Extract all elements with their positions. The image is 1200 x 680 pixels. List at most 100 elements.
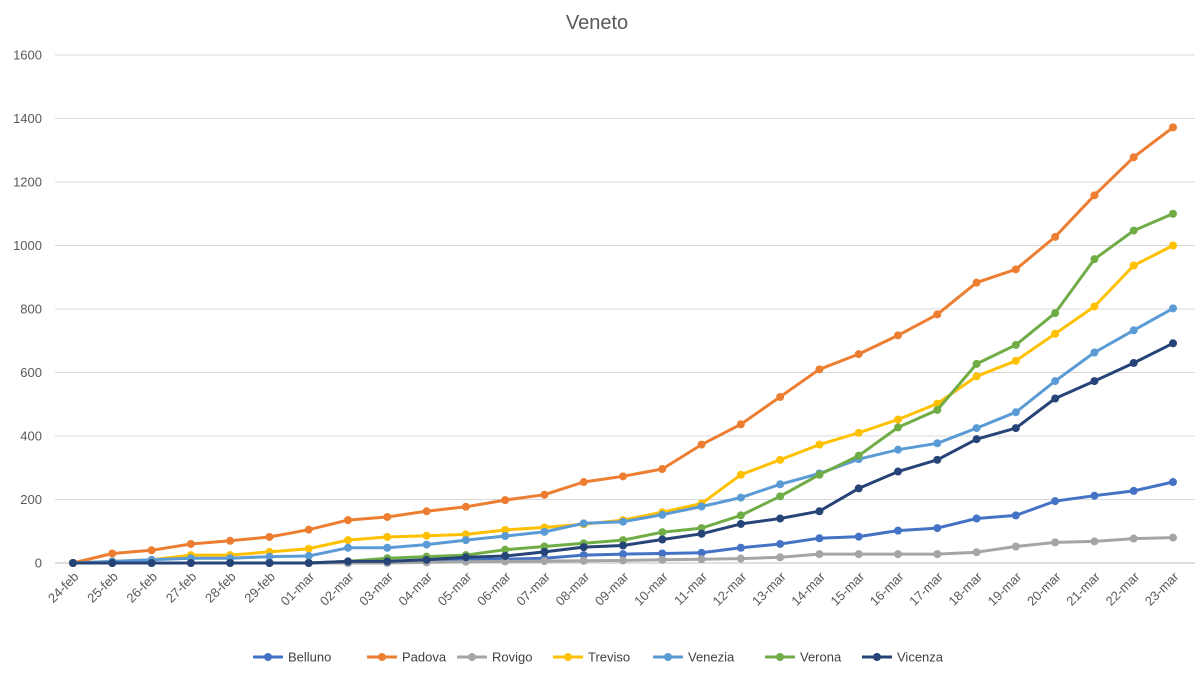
data-point <box>1051 377 1060 386</box>
data-point <box>304 525 313 534</box>
legend-item-verona[interactable]: Verona <box>765 650 842 665</box>
legend-label: Venezia <box>688 650 735 665</box>
data-point <box>1169 123 1177 132</box>
y-tick-label: 0 <box>35 556 42 571</box>
data-point <box>579 519 588 528</box>
data-point <box>1051 394 1060 403</box>
data-point <box>1090 191 1099 200</box>
data-point <box>1129 261 1138 270</box>
legend-label: Verona <box>800 650 842 665</box>
data-point <box>108 549 117 558</box>
legend-marker <box>564 653 572 661</box>
data-point <box>776 480 785 489</box>
data-point <box>736 470 745 479</box>
legend-marker <box>776 653 784 661</box>
x-tick-label: 21-mar <box>1063 568 1103 608</box>
data-point <box>501 525 510 534</box>
legend-item-venezia[interactable]: Venezia <box>653 650 735 665</box>
legend-item-padova[interactable]: Padova <box>367 650 447 665</box>
y-tick-label: 1400 <box>13 111 42 126</box>
x-tick-label: 11-mar <box>671 568 711 608</box>
data-point <box>186 559 195 567</box>
x-tick-label: 03-mar <box>356 568 396 608</box>
data-point <box>422 540 431 549</box>
x-tick-label: 05-mar <box>435 568 475 608</box>
legend: Belluno Padova Rovigo Treviso Venezia Verona V… <box>253 650 944 665</box>
data-point <box>1090 491 1099 500</box>
x-tick-label: 13-mar <box>749 568 789 608</box>
data-point <box>658 535 667 544</box>
series-padova <box>69 123 1177 567</box>
data-point <box>619 517 627 526</box>
data-point <box>422 555 431 564</box>
data-point <box>697 548 706 557</box>
data-point <box>108 559 117 567</box>
data-point <box>383 543 392 552</box>
legend-label: Rovigo <box>492 650 532 665</box>
data-point <box>501 545 510 554</box>
data-point <box>736 511 745 520</box>
data-point <box>697 502 706 511</box>
data-point <box>815 440 824 449</box>
series-line <box>71 212 1175 565</box>
x-tick-label: 07-mar <box>513 568 553 608</box>
x-tick-label: 10-mar <box>631 568 671 608</box>
data-point <box>540 490 549 499</box>
y-tick-label: 1200 <box>13 175 42 190</box>
legend-marker <box>468 653 476 661</box>
data-point <box>186 539 195 548</box>
series-vicenza <box>69 339 1177 567</box>
data-point <box>147 559 156 567</box>
data-point <box>383 532 392 541</box>
legend-item-belluno[interactable]: Belluno <box>253 650 331 665</box>
data-point <box>972 278 981 287</box>
data-point <box>854 532 863 541</box>
data-point <box>972 359 981 368</box>
legend-item-vicenza[interactable]: Vicenza <box>862 650 944 665</box>
data-point <box>933 405 942 414</box>
legend-label: Padova <box>402 650 447 665</box>
data-point <box>776 514 785 523</box>
y-tick-label: 400 <box>20 429 42 444</box>
data-point <box>1051 497 1060 506</box>
x-tick-label: 20-mar <box>1024 568 1064 608</box>
legend-item-treviso[interactable]: Treviso <box>553 650 630 665</box>
data-point <box>461 536 470 545</box>
data-point <box>619 541 627 550</box>
x-tick-label: 15-mar <box>828 568 868 608</box>
legend-label: Treviso <box>588 650 630 665</box>
data-point <box>1011 542 1020 551</box>
data-point <box>854 550 863 559</box>
data-point <box>1051 232 1060 241</box>
data-point <box>815 534 824 543</box>
data-point <box>383 557 392 566</box>
data-point <box>1169 241 1177 250</box>
data-point <box>1051 538 1060 547</box>
data-point <box>815 550 824 559</box>
series-lines <box>69 123 1177 567</box>
data-point <box>697 440 706 449</box>
data-point <box>894 415 902 424</box>
data-point <box>226 559 235 567</box>
legend-marker <box>873 653 881 661</box>
data-point <box>736 493 745 502</box>
data-point <box>461 553 470 562</box>
data-point <box>383 512 392 521</box>
data-point <box>1169 304 1177 313</box>
data-point <box>461 502 470 511</box>
data-point <box>501 532 510 541</box>
x-tick-label: 18-mar <box>945 568 985 608</box>
data-point <box>854 451 863 460</box>
data-point <box>1011 424 1020 433</box>
legend-item-rovigo[interactable]: Rovigo <box>457 650 532 665</box>
data-point <box>579 551 588 560</box>
data-point <box>697 555 706 564</box>
data-point <box>619 556 627 565</box>
data-point <box>1129 226 1138 235</box>
data-point <box>933 550 942 559</box>
data-point <box>344 516 352 525</box>
data-point <box>658 528 667 537</box>
data-point <box>1090 537 1099 546</box>
data-point <box>1129 358 1138 367</box>
